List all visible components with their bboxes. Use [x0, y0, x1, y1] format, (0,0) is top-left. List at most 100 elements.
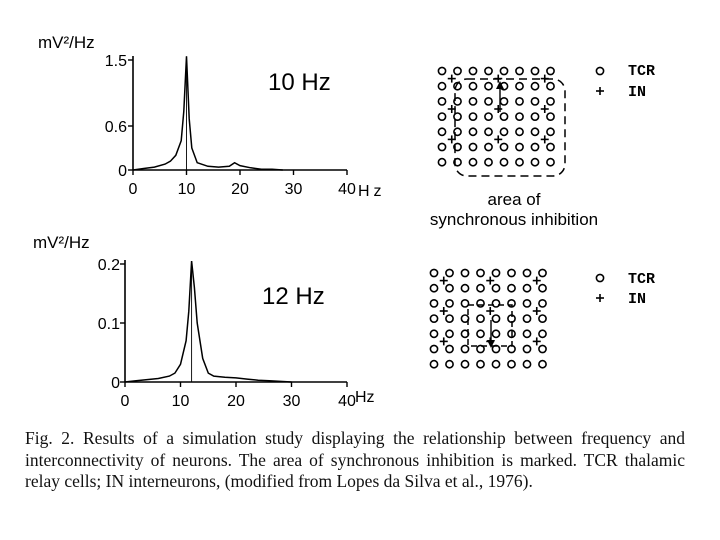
tcr-cell [491, 314, 501, 323]
tcr-cell [507, 283, 516, 293]
tcr-cell [476, 344, 485, 354]
sync-inhibition-boundary [454, 78, 566, 177]
x-tick-label: 10 [172, 393, 190, 410]
y-tick-label: 0 [118, 163, 127, 180]
legend-in-label: IN [628, 291, 646, 308]
x-tick-label: 40 [338, 181, 356, 198]
tcr-cell [468, 112, 478, 121]
tcr-cell [484, 157, 493, 167]
tcr-cell [538, 283, 547, 293]
tcr-cell [429, 283, 439, 293]
legend-tcr-label: TCR [628, 271, 655, 288]
tcr-cell [437, 157, 447, 167]
in-cell [486, 276, 495, 285]
tcr-cell [445, 283, 454, 293]
tcr-cell [491, 298, 501, 308]
tcr-cell [460, 344, 470, 354]
tcr-cell [522, 344, 532, 354]
tcr-cell [453, 127, 462, 137]
tcr-cell [499, 66, 509, 76]
tcr-cell [538, 359, 547, 369]
legend-top: TCR IN [595, 63, 655, 101]
tcr-cell [522, 329, 532, 339]
tcr-cell [453, 112, 462, 121]
tcr-cell [437, 97, 447, 106]
tcr-cell [445, 344, 454, 354]
y-axis-label: mV²/Hz [33, 233, 90, 252]
tcr-cell [546, 97, 555, 106]
tcr-cell [491, 329, 501, 339]
tcr-cell [538, 298, 547, 308]
x-tick-label: 0 [121, 393, 130, 410]
tcr-cell [476, 359, 485, 369]
y-axis-label: mV²/Hz [38, 33, 95, 52]
in-cell [439, 337, 448, 346]
tcr-cell [476, 298, 485, 308]
tcr-cell [507, 329, 516, 339]
tcr-cell [499, 142, 509, 152]
in-cell [532, 276, 541, 285]
tcr-cell [530, 97, 540, 106]
tcr-cell [515, 127, 524, 137]
x-tick-label: 30 [283, 393, 301, 410]
tcr-cell [538, 329, 547, 339]
tcr-cell [429, 344, 439, 354]
tcr-cell [468, 81, 478, 91]
up-arrow-head [496, 81, 504, 89]
sync-inhibition-boundary [467, 304, 513, 347]
tcr-cell [515, 157, 524, 167]
tcr-cell [453, 157, 462, 167]
tcr-cell [530, 66, 540, 76]
spectrum-chart-12hz: mV²/Hz 12 Hz Hz 0 10 20 30 40 0 0.1 0.2 [33, 233, 375, 410]
legend-tcr-label: TCR [628, 63, 655, 80]
tcr-cell [476, 329, 485, 339]
down-arrow-head [487, 340, 495, 348]
neuron-grid-10hz [437, 66, 566, 177]
tcr-cell [429, 329, 439, 339]
tcr-cell [515, 66, 524, 76]
in-cell [439, 276, 448, 285]
tcr-cell [484, 81, 493, 91]
legend-bottom: TCR IN [595, 271, 655, 308]
tcr-cell [522, 268, 532, 278]
x-tick-label: 30 [285, 181, 303, 198]
tcr-cell [522, 298, 532, 308]
tcr-cell [484, 112, 493, 121]
spectrum-chart-10hz: mV²/Hz 10 Hz Hz 0 10 20 30 40 0 0.6 1.5 [38, 33, 382, 200]
in-cell [494, 105, 503, 113]
chart-title: 10 Hz [268, 69, 331, 96]
in-legend-icon [596, 294, 604, 302]
tcr-cell [546, 142, 555, 152]
tcr-cell [538, 268, 547, 278]
tcr-cell [468, 127, 478, 137]
tcr-cell [445, 314, 454, 323]
y-tick-label: 1.5 [105, 53, 127, 70]
tcr-cell [484, 97, 493, 106]
tcr-cell [515, 97, 524, 106]
tcr-cell [530, 127, 540, 137]
tcr-cell [484, 66, 493, 76]
tcr-cell [453, 66, 462, 76]
sync-label-line1: area of [488, 190, 541, 209]
tcr-cell [546, 157, 555, 167]
tcr-cell [507, 268, 516, 278]
tcr-cell [530, 112, 540, 121]
tcr-cell [437, 66, 447, 76]
tcr-cell [491, 268, 501, 278]
tcr-cell [530, 157, 540, 167]
tcr-cell [522, 359, 532, 369]
x-tick-label: 20 [227, 393, 245, 410]
tcr-cell [530, 81, 540, 91]
in-cell [439, 307, 448, 315]
tcr-cell [445, 298, 454, 308]
tcr-cell [499, 112, 509, 121]
tcr-cell [546, 81, 555, 91]
tcr-cell [468, 142, 478, 152]
tcr-cell [445, 359, 454, 369]
x-tick-label: 20 [231, 181, 249, 198]
tcr-cell [507, 359, 516, 369]
tcr-cell [437, 127, 447, 137]
x-tick-label: 10 [178, 181, 196, 198]
tcr-cell [476, 283, 485, 293]
tcr-cell [499, 157, 509, 167]
